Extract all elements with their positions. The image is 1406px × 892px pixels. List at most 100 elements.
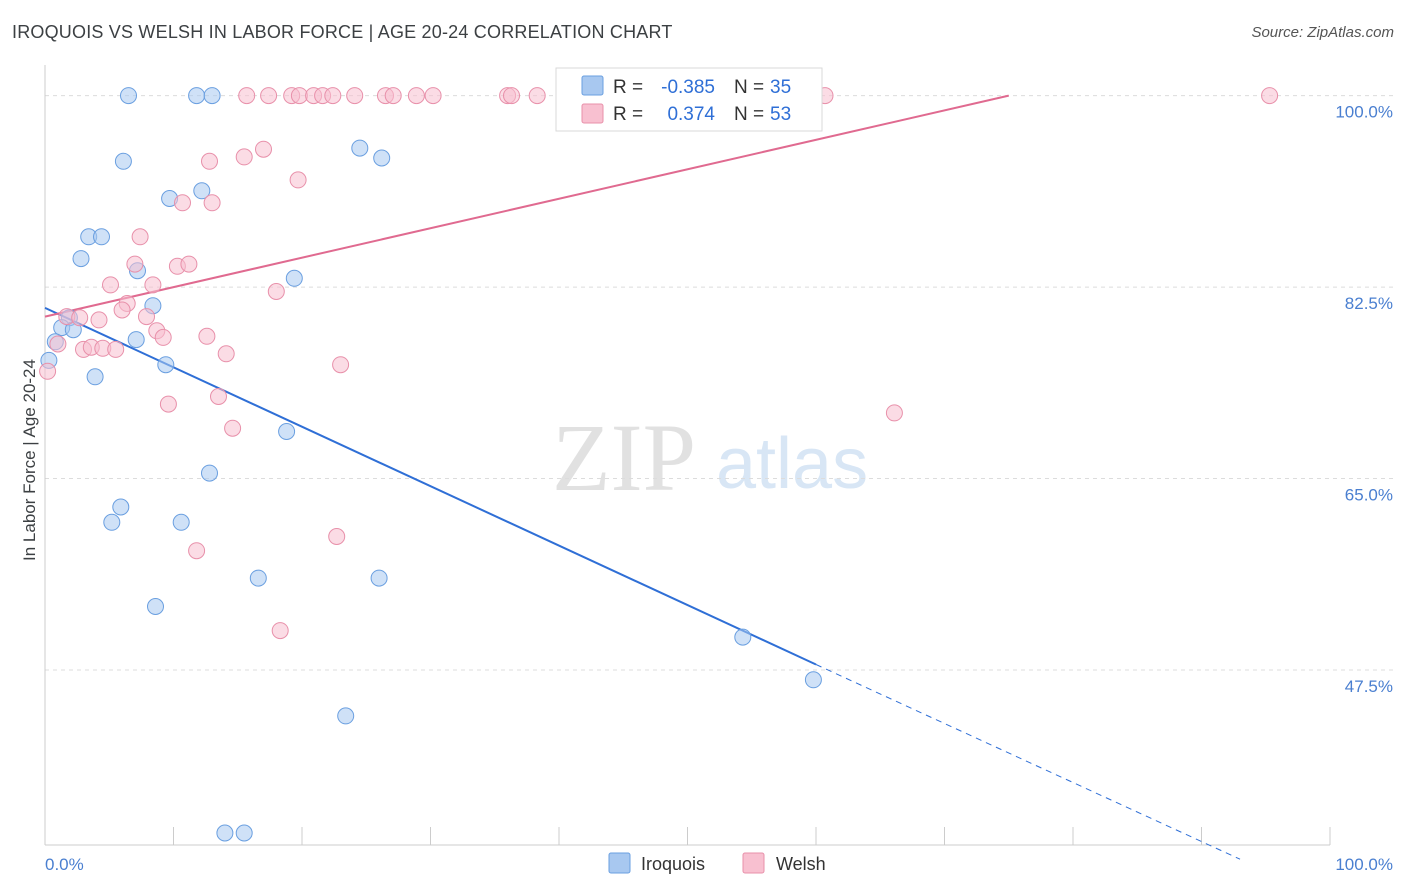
- stats-legend: R = -0.385 N = 35 R = 0.374 N = 53: [555, 67, 823, 132]
- legend-n-label-iroquois: N =: [734, 77, 764, 98]
- trendline-extension-iroquois: [815, 664, 1241, 860]
- data-point-welsh: [174, 194, 191, 212]
- data-point-welsh: [90, 311, 108, 329]
- x-tick-label-min: 0.0%: [45, 855, 84, 874]
- svg-text:atlas: atlas: [716, 424, 868, 504]
- data-point-iroquois: [120, 87, 137, 105]
- data-point-welsh: [260, 87, 278, 105]
- x-tick-label-max: 100.0%: [1335, 855, 1393, 874]
- data-point-iroquois: [172, 513, 190, 531]
- data-point-iroquois: [147, 598, 164, 615]
- data-point-welsh: [198, 327, 216, 345]
- trendline-welsh: [44, 94, 1009, 318]
- data-point-iroquois: [278, 423, 296, 440]
- data-point-welsh: [144, 276, 162, 294]
- data-point-iroquois: [285, 269, 303, 287]
- data-point-welsh: [210, 388, 227, 405]
- data-point-welsh: [1261, 87, 1279, 105]
- data-point-iroquois: [337, 707, 355, 725]
- data-point-welsh: [224, 419, 242, 437]
- legend-n-value-welsh: 53: [770, 104, 791, 125]
- data-point-welsh: [203, 194, 221, 212]
- legend-r-label-welsh: R =: [613, 104, 643, 125]
- y-tick-label: 47.5%: [1345, 677, 1393, 696]
- data-point-welsh: [289, 171, 307, 189]
- data-point-welsh: [154, 328, 172, 346]
- data-point-iroquois: [93, 228, 110, 246]
- legend-n-label-welsh: N =: [734, 104, 764, 125]
- data-point-iroquois: [157, 356, 175, 374]
- legend-r-value-welsh: 0.374: [667, 104, 715, 125]
- bottom-legend-swatch-welsh: [742, 852, 765, 874]
- data-point-welsh: [407, 87, 425, 105]
- data-point-welsh: [71, 309, 89, 327]
- data-point-welsh: [290, 87, 308, 105]
- data-point-welsh: [424, 87, 442, 105]
- data-point-iroquois: [203, 87, 221, 105]
- data-points: [39, 87, 1279, 842]
- data-point-welsh: [267, 283, 285, 300]
- data-point-iroquois: [114, 152, 132, 170]
- data-point-welsh: [188, 542, 206, 560]
- y-tick-label: 65.0%: [1345, 486, 1393, 505]
- data-point-welsh: [346, 87, 364, 105]
- data-point-welsh: [138, 308, 155, 326]
- legend-swatch-iroquois: [581, 75, 604, 96]
- svg-text:ZIP: ZIP: [552, 404, 696, 511]
- data-point-welsh: [885, 404, 903, 422]
- data-point-welsh: [217, 345, 235, 363]
- data-point-iroquois: [373, 149, 391, 167]
- data-point-welsh: [384, 87, 402, 105]
- legend-r-value-iroquois: -0.385: [661, 77, 715, 98]
- bottom-legend-label-welsh: Welsh: [776, 854, 826, 874]
- data-point-iroquois: [216, 824, 234, 842]
- bottom-legend-label-iroquois: Iroquois: [641, 854, 705, 874]
- series-iroquois: [40, 87, 822, 842]
- data-point-welsh: [131, 228, 149, 246]
- data-point-welsh: [324, 87, 342, 105]
- bottom-legend-swatch-iroquois: [608, 852, 631, 874]
- data-point-welsh: [271, 622, 289, 640]
- data-point-welsh: [107, 340, 125, 358]
- data-point-welsh: [159, 395, 177, 413]
- legend-swatch-welsh: [581, 103, 604, 124]
- data-point-welsh: [255, 140, 272, 158]
- legend-r-label-iroquois: R =: [613, 77, 643, 98]
- source-label: Source: ZipAtlas.com: [1251, 24, 1394, 41]
- axes: [44, 65, 1331, 846]
- data-point-welsh: [528, 87, 546, 105]
- data-point-welsh: [235, 148, 253, 166]
- data-point-iroquois: [72, 250, 90, 268]
- data-point-iroquois: [193, 182, 211, 200]
- data-point-iroquois: [370, 569, 388, 587]
- y-tick-label: 82.5%: [1345, 294, 1393, 313]
- data-point-iroquois: [804, 671, 822, 689]
- data-point-welsh: [201, 152, 218, 170]
- data-point-iroquois: [127, 331, 145, 349]
- series-legend: Iroquois Welsh: [608, 852, 826, 874]
- watermark: ZIP atlas: [552, 404, 868, 511]
- data-point-iroquois: [734, 628, 752, 646]
- data-point-iroquois: [201, 464, 218, 482]
- data-point-iroquois: [188, 87, 206, 105]
- data-point-iroquois: [86, 368, 104, 386]
- data-point-welsh: [39, 362, 57, 380]
- data-point-iroquois: [112, 498, 130, 516]
- data-point-iroquois: [249, 569, 267, 587]
- data-point-welsh: [238, 87, 256, 105]
- data-point-welsh: [332, 356, 350, 374]
- data-point-welsh: [102, 276, 119, 294]
- data-point-iroquois: [103, 513, 121, 531]
- data-point-welsh: [180, 255, 198, 273]
- y-tick-label: 100.0%: [1335, 103, 1393, 122]
- data-point-welsh: [113, 301, 131, 319]
- data-point-welsh: [126, 255, 144, 273]
- gridlines: [45, 95, 1395, 671]
- data-point-iroquois: [351, 139, 369, 157]
- series-welsh: [39, 87, 1279, 640]
- legend-n-value-iroquois: 35: [770, 77, 791, 98]
- data-point-welsh: [503, 87, 520, 105]
- data-point-welsh: [49, 335, 67, 353]
- chart-title: IROQUOIS VS WELSH IN LABOR FORCE | AGE 2…: [12, 22, 673, 42]
